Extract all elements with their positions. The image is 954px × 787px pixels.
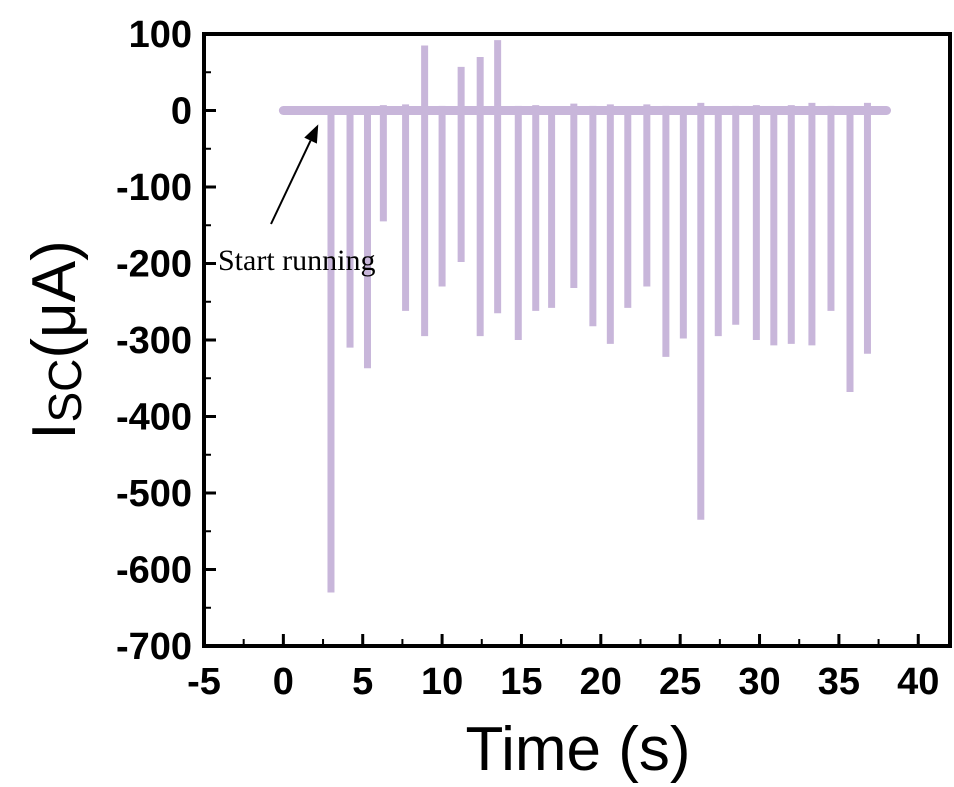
annotation: Start running	[218, 124, 376, 277]
labels-layer: -5 0 5 10 15 20 25 30 35 40 100 0 -100 -200 -300 -400 -5…	[116, 14, 939, 703]
x-tick-label: 30	[738, 661, 780, 703]
y-tick-label: -100	[116, 167, 192, 209]
x-tick-label: 10	[421, 661, 463, 703]
x-axis-title: Time (s)	[466, 715, 691, 784]
y-tick-label: -300	[116, 320, 192, 362]
y-axis-title: ISC(μA)	[20, 240, 91, 440]
y-tick-label: -600	[116, 550, 192, 592]
x-tick-label: 5	[352, 661, 373, 703]
series-layer	[278, 40, 892, 593]
x-tick-label: 35	[818, 661, 860, 703]
y-axis-title-subscript: SC	[39, 359, 91, 423]
x-tick-label: 40	[897, 661, 939, 703]
x-tick-label: -5	[187, 661, 221, 703]
annotation-arrowhead	[304, 124, 319, 144]
y-axis-title-main: I	[20, 423, 89, 440]
ticks-layer	[202, 32, 920, 648]
y-axis-title-unit: (μA)	[20, 240, 89, 358]
y-tick-label: 0	[171, 91, 192, 133]
svg-text:ISC(μA): ISC(μA)	[20, 240, 91, 440]
annotation-label: Start running	[218, 244, 376, 277]
y-tick-label: -400	[116, 397, 192, 439]
y-tick-label: -200	[116, 244, 192, 286]
y-tick-label: -700	[116, 626, 192, 668]
x-tick-label: 15	[500, 661, 542, 703]
y-tick-label: -500	[116, 473, 192, 515]
y-tick-label: 100	[129, 14, 192, 56]
x-tick-label: 0	[273, 661, 294, 703]
x-tick-label: 25	[659, 661, 701, 703]
x-tick-label: 20	[580, 661, 622, 703]
annotation-arrow	[270, 140, 312, 225]
